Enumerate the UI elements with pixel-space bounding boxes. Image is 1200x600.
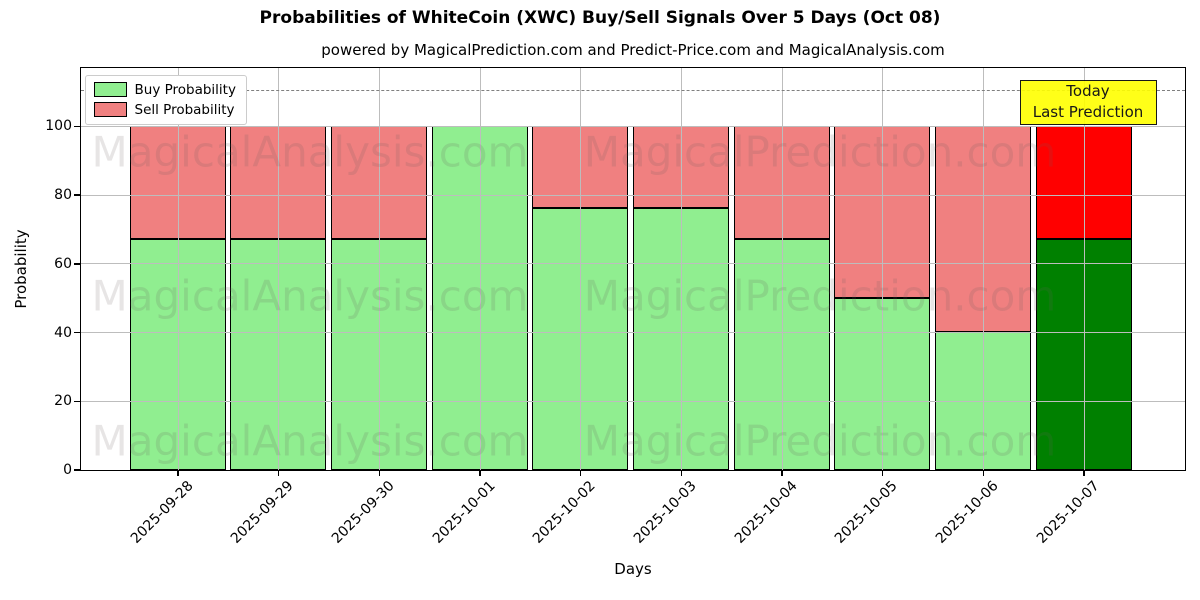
gridline-v (479, 67, 481, 470)
x-tick-label: 2025-10-01 (429, 478, 499, 547)
watermark-text: MagicalAnalysis.com (91, 271, 529, 321)
y-tick-mark (74, 263, 80, 265)
y-tick-label: 100 (45, 118, 72, 135)
x-tick-label: 2025-09-28 (127, 478, 197, 547)
gridline-v (982, 67, 984, 470)
y-tick-label: 20 (54, 393, 72, 410)
x-tick-label: 2025-10-03 (630, 478, 700, 547)
x-tick-mark (579, 470, 582, 476)
gridline-v (580, 67, 582, 470)
y-tick-label: 80 (54, 187, 72, 204)
x-tick-label: 2025-10-07 (1033, 478, 1103, 547)
legend-entry-sell: Sell Probability (93, 101, 236, 118)
plot-area: Buy Probability Sell Probability Today L… (79, 66, 1186, 471)
buy-swatch-icon (93, 82, 127, 97)
x-tick-mark (378, 470, 381, 476)
x-tick-mark (881, 470, 884, 476)
gridline-v (680, 67, 682, 470)
sell-swatch-icon (93, 102, 127, 117)
gridline-h (80, 263, 1185, 265)
gridline-v (781, 67, 783, 470)
chart-title: Probabilities of WhiteCoin (XWC) Buy/Sel… (259, 8, 941, 28)
gridline-v (177, 67, 179, 470)
gridline-v (882, 67, 884, 470)
x-tick-mark (1083, 470, 1085, 476)
gridline-h (80, 125, 1185, 127)
gridline-h (80, 194, 1185, 196)
gridline-h (80, 332, 1185, 334)
legend-label-buy: Buy Probability (134, 81, 236, 98)
annotation-line-1: Today (1066, 82, 1110, 100)
watermark-text: MagicalPrediction.com (583, 271, 1057, 321)
y-tick-label: 60 (54, 255, 72, 272)
x-tick-mark (982, 470, 985, 476)
x-tick-label: 2025-09-30 (328, 478, 398, 547)
annotation-line-2: Last Prediction (1032, 103, 1144, 121)
y-tick-label: 40 (54, 324, 72, 341)
y-tick-mark (74, 125, 80, 128)
y-tick-mark (74, 469, 80, 471)
y-tick-mark (74, 400, 80, 403)
legend-entry-buy: Buy Probability (93, 81, 236, 98)
x-tick-label: 2025-10-06 (932, 478, 1002, 547)
watermark-text: MagicalPrediction.com (583, 127, 1057, 177)
x-tick-mark (680, 470, 683, 476)
y-tick-mark (74, 194, 80, 196)
x-axis-label: Days (614, 560, 652, 578)
gridline-v (278, 67, 280, 470)
chart-subtitle: powered by MagicalPrediction.com and Pre… (321, 41, 945, 59)
x-tick-label: 2025-10-04 (731, 478, 801, 547)
x-tick-label: 2025-09-29 (228, 478, 297, 547)
x-tick-label: 2025-10-02 (530, 478, 600, 547)
y-tick-label: 0 (63, 462, 72, 478)
dashed-threshold-line (80, 89, 1185, 91)
x-tick-label: 2025-10-05 (832, 478, 902, 547)
y-tick-mark (74, 331, 80, 334)
gridline-v (378, 67, 380, 470)
x-tick-mark (479, 470, 481, 476)
gridline-h (80, 400, 1185, 402)
x-tick-mark (277, 470, 280, 476)
watermark-text: MagicalPrediction.com (583, 416, 1057, 466)
legend-label-sell: Sell Probability (134, 101, 235, 118)
today-annotation: Today Last Prediction (1019, 79, 1157, 125)
x-tick-mark (177, 470, 179, 476)
legend: Buy Probability Sell Probability (84, 74, 247, 125)
watermark-text: MagicalAnalysis.com (91, 416, 529, 466)
x-tick-mark (781, 470, 783, 476)
gridline-v (1083, 67, 1085, 470)
watermark-text: MagicalAnalysis.com (91, 127, 529, 177)
